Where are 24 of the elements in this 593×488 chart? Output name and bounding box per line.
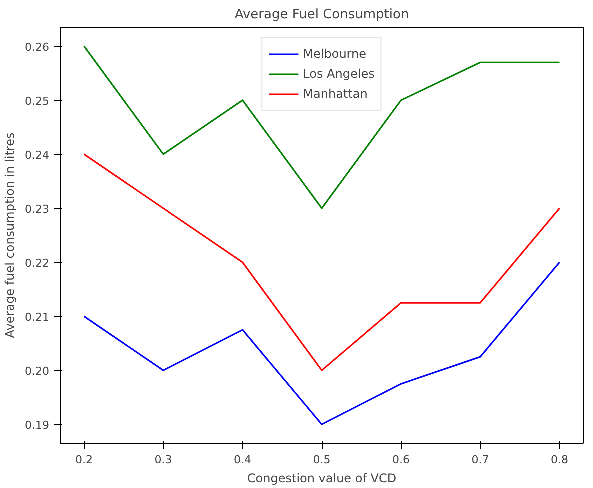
x-tick-label: 0.5	[313, 454, 331, 466]
x-tick-label: 0.4	[234, 454, 252, 466]
legend-label: Manhattan	[303, 86, 368, 102]
x-tick-label: 0.3	[154, 454, 172, 466]
legend-label: Melbourne	[303, 46, 367, 62]
legend-label: Los Angeles	[303, 66, 375, 82]
y-tick-label: 0.22	[25, 257, 50, 270]
y-tick-label: 0.26	[25, 40, 50, 54]
x-tick-label: 0.7	[472, 454, 490, 466]
y-tick-label: 0.19	[25, 419, 50, 432]
y-tick-label: 0.20	[25, 365, 50, 378]
chart-title: Average Fuel Consumption	[234, 8, 410, 22]
line-series	[83, 262, 561, 426]
y-tick-label: 0.21	[25, 311, 50, 324]
x-tick-label: 0.8	[550, 454, 568, 466]
line-series	[83, 154, 561, 372]
line-series	[83, 46, 561, 210]
y-tick-label: 0.23	[25, 202, 50, 216]
y-tick-label: 0.25	[25, 94, 50, 108]
x-axis-title: Congestion value of VCD	[247, 472, 397, 486]
y-tick-label: 0.24	[25, 148, 50, 162]
y-axis-title: Average fuel consumption in litres	[3, 132, 18, 338]
x-tick-label: 0.6	[392, 454, 410, 466]
x-tick-label: 0.2	[76, 454, 94, 466]
